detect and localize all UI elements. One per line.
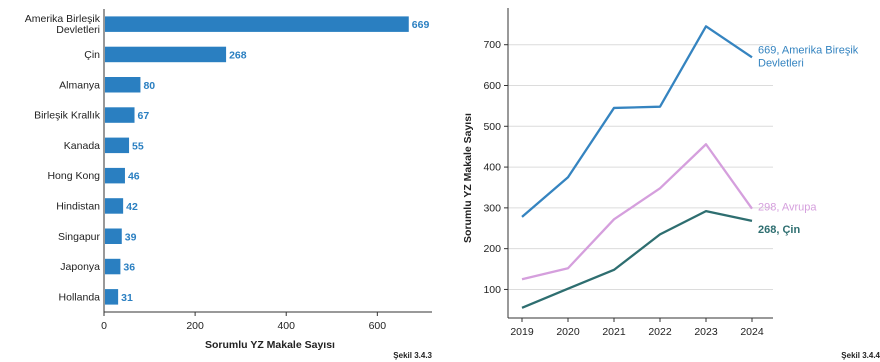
line-chart-series	[521, 25, 753, 309]
bar-chart-category-label-line: Hindistan	[56, 200, 100, 212]
bar-chart-category-label: Hollanda	[59, 291, 101, 303]
bar-chart-value-label: 669	[412, 19, 430, 31]
bar-chart-category-label-line: Amerika Birleşik	[25, 13, 101, 25]
line-chart-x-tick-label: 2020	[556, 326, 580, 338]
bar-chart-category-label-line: Kanada	[64, 140, 100, 152]
bar-hong-kong	[105, 167, 125, 184]
line-chart-y-axis-title: Sorumlu YZ Makale Sayısı	[462, 113, 474, 243]
line-chart-y-tick-label: 500	[483, 121, 501, 133]
bar-chart: 0 200 400 600 Amerika Birleşik Devletleri 669…	[25, 9, 433, 360]
bar-singapur	[105, 228, 122, 244]
bar-chart-category-label-line: Devletleri	[56, 24, 100, 36]
bar-chart-category-label: Japonya	[60, 261, 100, 273]
bar-chart-value-label: 67	[138, 110, 150, 122]
bar-chart-x-tick-label: 200	[186, 320, 204, 332]
bar-chart-category-label: Birleşik Krallık	[34, 110, 101, 122]
bar-chart-category-label-line: Çin	[84, 49, 100, 61]
bar-chart-category-label-line: Almanya	[59, 79, 100, 91]
bar-chart-value-label: 46	[128, 171, 140, 183]
bar-chart-x-tick-label: 0	[101, 320, 107, 332]
line-series-end-label-line: Devletleri	[758, 57, 804, 69]
bar-chart-value-label: 268	[229, 49, 247, 61]
line-chart-x-tick-label: 2023	[694, 326, 718, 338]
line-chart-y-tick-label: 100	[483, 284, 501, 296]
bar-chart-value-label: 36	[123, 262, 135, 274]
line-chart-caption: Şekil 3.4.4	[841, 351, 880, 360]
bar-chart-category-label: Almanya	[59, 79, 100, 91]
line-chart-x-tick-label: 2021	[602, 326, 626, 338]
bar--in	[105, 46, 227, 63]
line-series-avrupa	[521, 143, 753, 281]
line-chart-y-tick-label: 400	[483, 162, 501, 174]
line-series--in	[521, 209, 753, 309]
bar-chart-category-label: Hong Kong	[47, 170, 100, 182]
bar-chart-value-label: 55	[132, 140, 144, 152]
bar-chart-value-label: 80	[143, 80, 155, 92]
bar-chart-category-label: Çin	[84, 49, 100, 61]
line-chart-y-tick-label: 600	[483, 80, 501, 92]
line-series-end-label: 268, Çin	[758, 224, 800, 236]
bar-hindistan	[105, 198, 124, 214]
line-chart-x-tick-label: 2024	[740, 326, 764, 338]
bar-japonya	[105, 258, 121, 275]
bar-amerika-birle-ik-devletleri	[105, 16, 409, 32]
bar-chart-category-label-line: Japonya	[60, 261, 100, 273]
bar-chart-category-label: Hindistan	[56, 200, 100, 212]
line-series-end-label: 669, Amerika Bireşik Devletleri	[758, 44, 859, 69]
bar-chart-category-label: Singapur	[58, 231, 101, 243]
bar-chart-category-label-line: Singapur	[58, 231, 101, 243]
bar-chart-category-label-line: Birleşik Krallık	[34, 110, 101, 122]
line-chart-y-tick-label: 200	[483, 243, 501, 255]
bar-chart-bars	[105, 16, 409, 305]
line-chart-y-tick-label: 300	[483, 202, 501, 214]
bar-chart-x-tick-label: 400	[277, 320, 295, 332]
line-chart-x-tick-label: 2022	[648, 326, 672, 338]
bar-chart-x-tick-label: 600	[369, 320, 387, 332]
bar-almanya	[105, 77, 141, 93]
bar-chart-category-label: Amerika Birleşik Devletleri	[25, 13, 101, 36]
line-series-amerika-birle-ik-devletleri	[521, 25, 753, 218]
bar-chart-category-label-line: Hollanda	[59, 291, 101, 303]
bar-chart-caption: Şekil 3.4.3	[393, 351, 432, 360]
bar-hollanda	[105, 289, 119, 305]
line-chart-y-tick-label: 700	[483, 39, 501, 51]
line-chart-x-tick-label: 2019	[510, 326, 534, 338]
bar-chart-value-label: 31	[121, 292, 133, 304]
line-chart-end-labels: 669, Amerika Bireşik Devletleri 298, Avrup…	[758, 44, 859, 236]
bar-chart-x-axis-title: Sorumlu YZ Makale Sayısı	[205, 339, 335, 351]
line-series-end-label-line: 669, Amerika Bireşik	[758, 44, 859, 56]
bar-chart-axes: 0 200 400 600	[101, 9, 432, 332]
bar-chart-category-label-line: Hong Kong	[47, 170, 100, 182]
line-series-end-label-line: 298, Avrupa	[758, 202, 817, 214]
line-series-end-label: 298, Avrupa	[758, 202, 817, 214]
line-chart-axes: 100 200 300 400 500 600 700 2019 2020 2021 2022 202…	[483, 8, 773, 338]
bar-kanada	[105, 137, 130, 154]
bar-birle-ik-krall-k	[105, 107, 135, 123]
line-chart: 100 200 300 400 500 600 700 2019 2020 2021 2022 202…	[462, 8, 880, 360]
bar-chart-value-label: 42	[126, 201, 138, 213]
bar-chart-category-label: Kanada	[64, 140, 100, 152]
bar-chart-labels: Amerika Birleşik Devletleri 669 Çin 268 Alman…	[25, 13, 430, 304]
line-chart-gridlines	[508, 44, 773, 290]
line-series-end-label-line: 268, Çin	[758, 224, 800, 236]
bar-chart-value-label: 39	[125, 231, 137, 243]
